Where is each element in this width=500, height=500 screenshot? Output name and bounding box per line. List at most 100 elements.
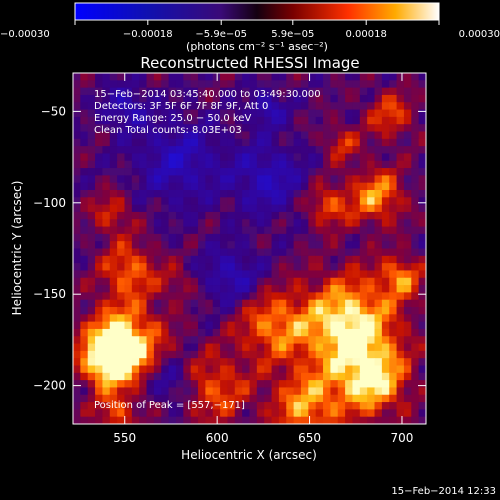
heatmap-cell: [234, 233, 243, 242]
y-tick-label: −50: [41, 104, 66, 118]
heatmap-cell: [168, 394, 177, 403]
heatmap-cell: [102, 372, 111, 381]
heatmap-cell: [168, 321, 177, 330]
heatmap-cell: [168, 211, 177, 220]
heatmap-cell: [102, 190, 111, 198]
heatmap-cell: [183, 394, 192, 403]
heatmap-cell: [381, 350, 390, 359]
heatmap-cell: [80, 277, 89, 286]
heatmap-cell: [330, 160, 339, 169]
heatmap-cell: [153, 270, 162, 279]
heatmap-cell: [367, 146, 376, 155]
heatmap-cell: [73, 138, 81, 147]
heatmap-cell: [256, 270, 265, 279]
heatmap-cell: [242, 402, 251, 410]
heatmap-cell: [175, 233, 184, 242]
heatmap-cell: [242, 307, 251, 315]
heatmap-cell: [80, 372, 89, 381]
heatmap-cell: [308, 416, 317, 424]
heatmap-cell: [330, 233, 339, 242]
heatmap-cell: [278, 277, 287, 286]
heatmap-cell: [102, 87, 111, 96]
heatmap-cell: [293, 307, 302, 315]
heatmap-cell: [278, 241, 287, 250]
heatmap-cell: [73, 175, 81, 184]
heatmap-cell: [220, 299, 229, 308]
heatmap-cell: [102, 211, 111, 220]
heatmap-cell: [198, 416, 206, 424]
heatmap-cell: [389, 336, 398, 345]
heatmap-cell: [345, 124, 354, 133]
heatmap-cell: [153, 138, 162, 147]
heatmap-cell: [205, 314, 214, 323]
heatmap-cell: [337, 153, 346, 162]
heatmap-cell: [411, 358, 420, 367]
heatmap-cell: [293, 109, 302, 118]
heatmap-cell: [198, 336, 206, 345]
heatmap-cell: [139, 160, 148, 169]
heatmap-cell: [190, 241, 199, 250]
x-tick-label: 550: [113, 431, 136, 445]
heatmap-cell: [381, 358, 390, 367]
heatmap-cell: [323, 277, 331, 286]
heatmap-cell: [146, 138, 155, 147]
heatmap-cell: [352, 416, 361, 424]
heatmap-cell: [234, 416, 243, 424]
heatmap-cell: [87, 307, 96, 315]
heatmap-cell: [168, 138, 177, 147]
heatmap-cell: [73, 365, 81, 374]
heatmap-cell: [345, 138, 354, 147]
heatmap-cell: [323, 336, 331, 345]
heatmap-cell: [323, 263, 331, 272]
heatmap-cell: [198, 182, 206, 191]
heatmap-cell: [117, 380, 126, 389]
heatmap-cell: [205, 94, 214, 103]
heatmap-cell: [220, 233, 229, 242]
heatmap-cell: [330, 307, 339, 315]
heatmap-cell: [389, 124, 398, 133]
heatmap-cell: [95, 372, 104, 381]
heatmap-cell: [161, 131, 170, 140]
heatmap-cell: [315, 124, 324, 133]
heatmap-cell: [220, 211, 229, 220]
heatmap-cell: [396, 219, 405, 228]
heatmap-cell: [102, 307, 111, 315]
heatmap-cell: [403, 168, 412, 176]
heatmap-cell: [345, 153, 354, 162]
heatmap-cell: [102, 219, 111, 228]
heatmap-cell: [139, 102, 148, 111]
heatmap-cell: [227, 380, 236, 389]
heatmap-cell: [109, 328, 118, 337]
heatmap-cell: [337, 299, 346, 308]
heatmap-cell: [117, 402, 126, 410]
heatmap-cell: [315, 409, 324, 418]
heatmap-cell: [205, 131, 214, 140]
heatmap-cell: [367, 336, 376, 345]
heatmap-cell: [278, 94, 287, 103]
heatmap-cell: [95, 168, 104, 176]
heatmap-cell: [271, 292, 280, 301]
heatmap-cell: [95, 131, 104, 140]
heatmap-cell: [367, 160, 376, 169]
heatmap-cell: [131, 116, 140, 125]
heatmap-cell: [264, 292, 273, 301]
heatmap-cell: [403, 73, 412, 81]
heatmap-cell: [286, 175, 295, 184]
heatmap-cell: [124, 182, 133, 191]
heatmap-cell: [411, 197, 420, 206]
heatmap-cell: [278, 285, 287, 293]
heatmap-cell: [249, 116, 258, 125]
heatmap-cell: [367, 270, 376, 279]
heatmap-cell: [389, 102, 398, 111]
heatmap-cell: [264, 160, 273, 169]
heatmap-cell: [190, 73, 199, 81]
heatmap-cell: [256, 248, 265, 257]
heatmap-cell: [146, 321, 155, 330]
heatmap-cell: [153, 197, 162, 206]
heatmap-cell: [264, 372, 273, 381]
heatmap-cell: [396, 160, 405, 169]
heatmap-cell: [381, 321, 390, 330]
heatmap-cell: [117, 233, 126, 242]
heatmap-cell: [198, 307, 206, 315]
heatmap-cell: [256, 138, 265, 147]
